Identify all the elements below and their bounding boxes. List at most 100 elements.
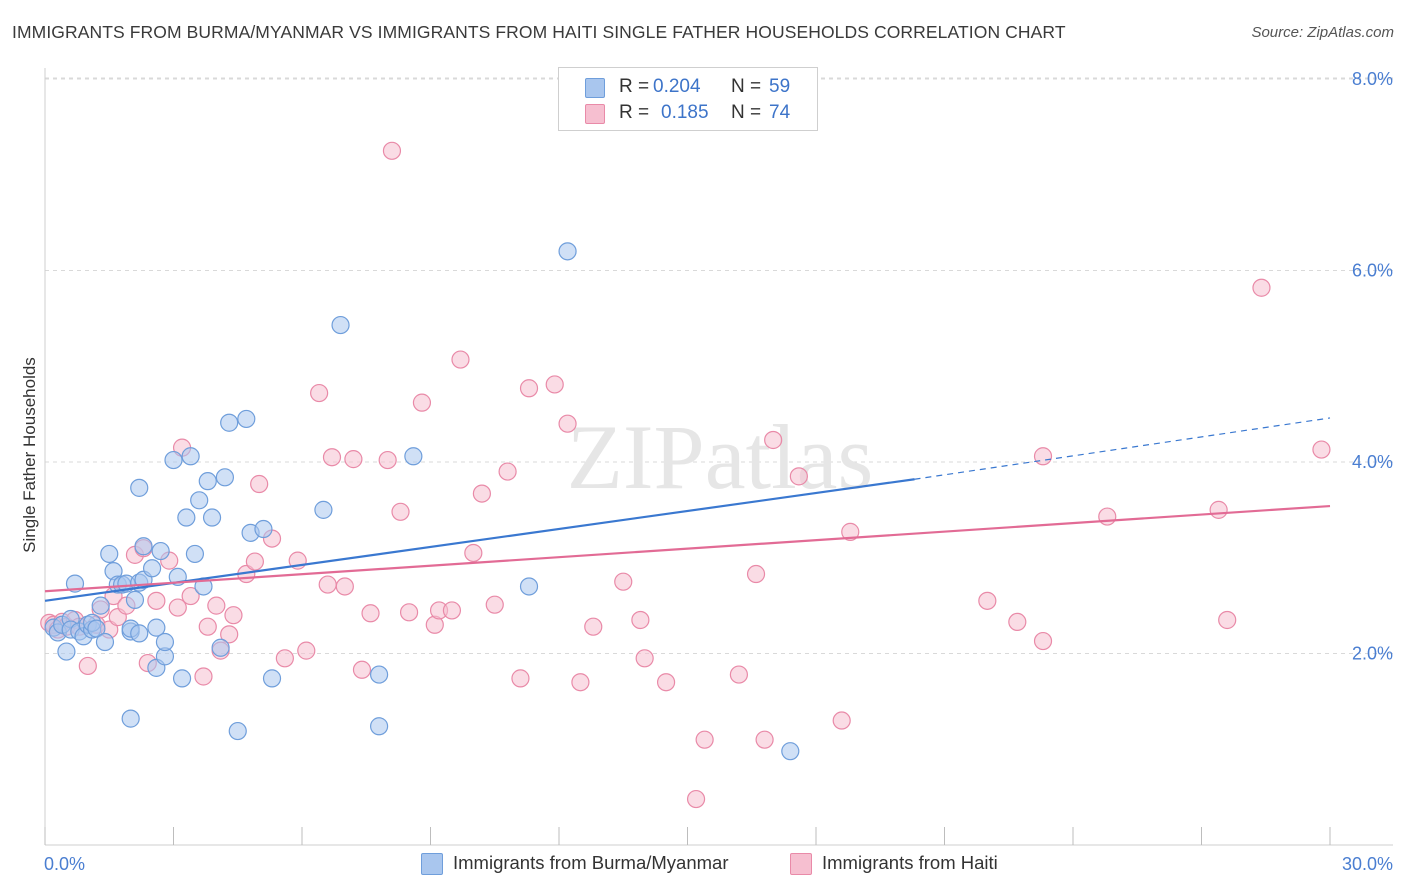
haiti-point (322, 448, 342, 467)
haiti-point (78, 656, 97, 676)
haiti-point (635, 649, 654, 668)
burma-point (181, 447, 200, 466)
burma-point (262, 669, 282, 688)
trend-lines (44, 417, 1331, 602)
haiti-point (1008, 612, 1027, 632)
axes (44, 68, 1393, 846)
burma-trend-extension (914, 417, 1331, 480)
burma-point (125, 590, 145, 609)
haiti-point (631, 610, 650, 630)
haiti-point (498, 462, 517, 481)
burma-point (220, 413, 239, 432)
haiti-point (832, 711, 851, 730)
haiti-point (168, 598, 187, 617)
haiti-point (841, 522, 860, 541)
burma-point (87, 619, 106, 638)
haiti-point (391, 502, 410, 521)
legend-r-value: 0.204 (653, 76, 701, 97)
haiti-point (978, 591, 997, 610)
burma-point (172, 669, 192, 688)
haiti-point (451, 350, 470, 369)
haiti-point (335, 577, 354, 596)
burma-point (519, 577, 539, 596)
haiti-point (789, 467, 808, 486)
y-tick-label: 4.0% (1352, 452, 1393, 472)
burma-point (151, 541, 170, 561)
haiti-point (686, 789, 706, 809)
haiti-point (485, 595, 504, 614)
haiti-point (764, 430, 783, 450)
haiti-point (378, 450, 397, 470)
x-tick-label: 30.0% (1342, 854, 1393, 874)
bottom-legend-label-burma: Immigrants from Burma/Myanmar (453, 852, 729, 873)
burma-point (164, 450, 183, 470)
haiti-point (1312, 440, 1331, 459)
burma-point (237, 409, 256, 429)
burma-point (331, 315, 350, 335)
haiti-point (695, 730, 714, 749)
haiti-point (1209, 500, 1228, 519)
burma-point (95, 632, 115, 652)
burma-point (100, 544, 119, 564)
haiti-point (275, 649, 294, 668)
haiti-point (571, 673, 590, 692)
watermark: ZIPatlas (567, 406, 874, 508)
haiti-point (545, 375, 564, 394)
burma-point (91, 596, 110, 615)
burma-point (314, 500, 333, 519)
y-tick-label: 2.0% (1352, 644, 1393, 664)
burma-point (781, 742, 800, 761)
bottom-legend-label-haiti: Immigrants from Haiti (822, 852, 998, 873)
haiti-point (207, 596, 226, 615)
haiti-point (224, 606, 243, 625)
burma-point (142, 559, 162, 578)
burma-point (134, 537, 153, 556)
burma-point (155, 632, 175, 652)
haiti-point (344, 450, 363, 469)
haiti-point (181, 586, 200, 606)
haiti-point (220, 625, 239, 644)
legend-n-value: 59 (769, 76, 791, 97)
chart-title: IMMIGRANTS FROM BURMA/MYANMAR VS IMMIGRA… (12, 22, 1066, 42)
haiti-point (1033, 447, 1053, 466)
y-tick-label: 8.0% (1352, 69, 1393, 89)
x-tick-label: 0.0% (44, 854, 85, 874)
burma-point (130, 478, 149, 497)
burma-point (121, 709, 140, 728)
haiti-point (245, 552, 264, 571)
burma-point (185, 544, 205, 564)
burma-point (370, 717, 389, 736)
haiti-point (755, 730, 774, 749)
burma-point (57, 642, 76, 661)
legend-r-value: 0.185 (661, 102, 709, 123)
haiti-point (584, 617, 603, 636)
haiti-point (614, 572, 633, 591)
burma-point (404, 447, 423, 466)
haiti-point (1098, 507, 1117, 526)
haiti-point (198, 617, 217, 636)
haiti-point (250, 474, 269, 494)
burma-point (254, 519, 273, 539)
haiti-point (194, 667, 213, 686)
y-axis-label: Single Father Households (20, 357, 39, 553)
haiti-point (656, 673, 676, 692)
burma-point (177, 508, 196, 527)
haiti-point (361, 604, 380, 623)
bottom-legend-swatch-burma (421, 853, 443, 875)
haiti-point (352, 660, 372, 679)
haiti-point (399, 603, 419, 622)
haiti-point (472, 484, 491, 503)
legend-n-key: N = (731, 102, 762, 123)
correlation-legend: R = 0.204 N = 59 R = 0.185 N = 74 (558, 67, 818, 131)
y-tick-label: 6.0% (1352, 261, 1393, 281)
haiti-point (558, 414, 577, 433)
haiti-point (412, 393, 432, 412)
x-tick-labels: 0.0% 30.0% (44, 854, 1393, 874)
haiti-point (297, 641, 316, 660)
legend-n-value: 74 (769, 102, 791, 123)
burma-point (215, 468, 234, 487)
haiti-point (1218, 610, 1237, 630)
burma-point (202, 508, 222, 527)
haiti-point (1033, 631, 1053, 651)
